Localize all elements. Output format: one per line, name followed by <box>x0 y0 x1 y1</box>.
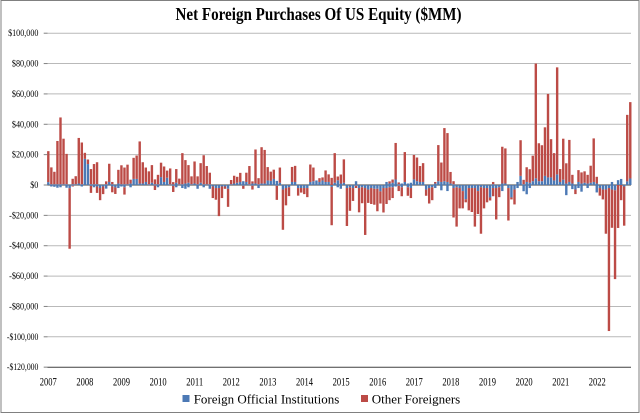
svg-text:2017: 2017 <box>406 377 423 389</box>
svg-text:Other Foreigners: Other Foreigners <box>372 392 460 407</box>
svg-text:$80,000: $80,000 <box>12 59 39 69</box>
svg-text:2020: 2020 <box>516 377 533 389</box>
svg-text:2011: 2011 <box>186 377 203 389</box>
svg-text:-$100,000: -$100,000 <box>7 332 39 342</box>
svg-text:2013: 2013 <box>259 377 276 389</box>
svg-text:-$120,000: -$120,000 <box>7 362 39 372</box>
svg-text:-$20,000: -$20,000 <box>9 210 39 220</box>
svg-text:$60,000: $60,000 <box>12 89 39 99</box>
svg-text:-$40,000: -$40,000 <box>9 241 39 251</box>
svg-text:2009: 2009 <box>113 377 130 389</box>
svg-text:2008: 2008 <box>76 377 93 389</box>
svg-text:2016: 2016 <box>369 377 386 389</box>
svg-text:2022: 2022 <box>589 377 606 389</box>
svg-text:Foreign Official Institutions: Foreign Official Institutions <box>194 392 340 407</box>
svg-text:2012: 2012 <box>223 377 240 389</box>
svg-text:2014: 2014 <box>296 377 313 389</box>
svg-text:2007: 2007 <box>40 377 57 389</box>
svg-text:Net Foreign Purchases Of US Eq: Net Foreign Purchases Of US Equity ($MM) <box>176 4 462 25</box>
svg-text:$100,000: $100,000 <box>8 28 39 38</box>
svg-text:2015: 2015 <box>333 377 350 389</box>
svg-text:2018: 2018 <box>442 377 459 389</box>
svg-text:2010: 2010 <box>150 377 167 389</box>
svg-text:2019: 2019 <box>479 377 496 389</box>
svg-text:2021: 2021 <box>552 377 569 389</box>
svg-text:$40,000: $40,000 <box>12 119 39 129</box>
svg-text:$0: $0 <box>30 180 39 190</box>
svg-text:$20,000: $20,000 <box>12 150 39 160</box>
svg-text:-$80,000: -$80,000 <box>9 301 39 311</box>
svg-text:-$60,000: -$60,000 <box>9 271 39 281</box>
